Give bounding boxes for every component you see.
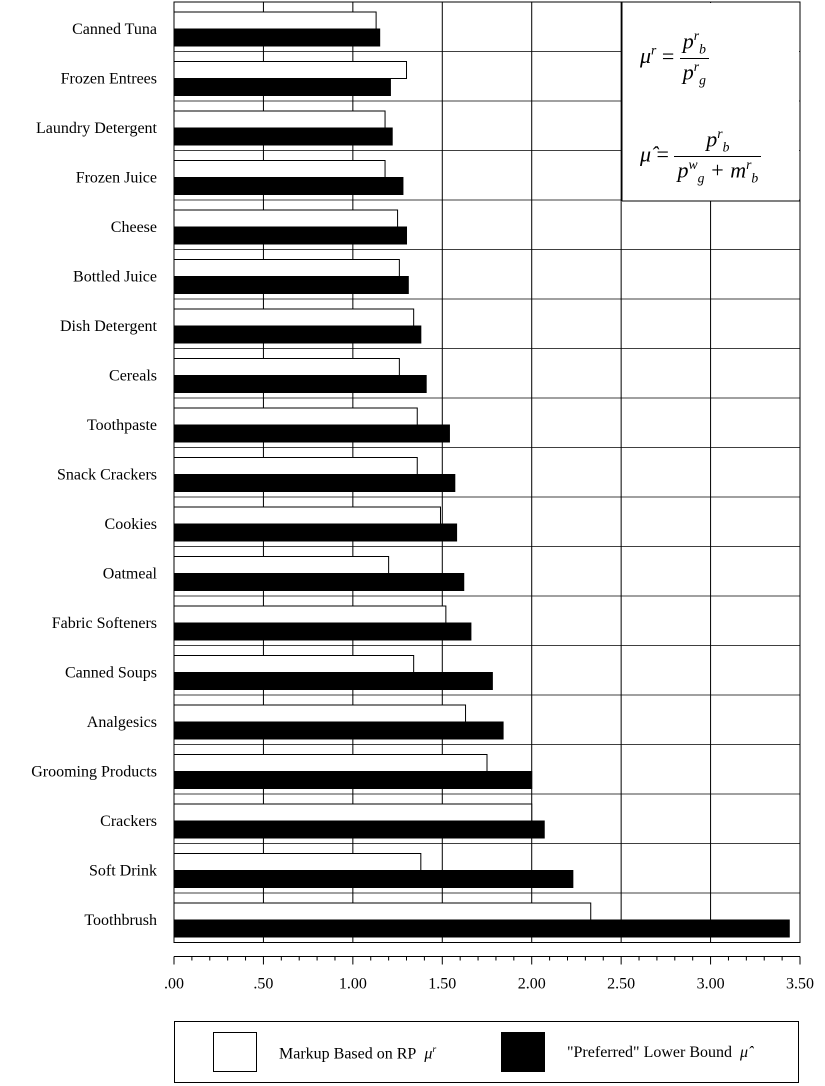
bar-markup: [173, 61, 408, 79]
formula-1-fraction: prb prg: [679, 28, 709, 88]
bar-preferred: [173, 78, 391, 96]
bar-markup: [173, 655, 415, 673]
x-tick-label: 1.00: [339, 976, 367, 993]
legend-label-preferred: "Preferred" Lower Bound μ̂: [567, 1044, 749, 1061]
bar-markup: [173, 358, 400, 376]
bar-markup: [173, 110, 386, 129]
category-label: Fabric Softeners: [52, 615, 157, 632]
category-label: Frozen Juice: [76, 170, 157, 187]
x-tick-label: .50: [253, 976, 273, 993]
bar-markup: [173, 605, 447, 624]
legend-label-markup: Markup Based on RP μr: [279, 1044, 437, 1063]
bar-preferred: [173, 276, 409, 294]
bar-preferred: [173, 919, 790, 938]
bar-preferred: [173, 226, 408, 245]
bar-markup: [173, 803, 533, 822]
bar-markup: [173, 259, 400, 277]
bar-markup: [173, 457, 418, 475]
category-label: Grooming Products: [31, 764, 157, 781]
bar-markup: [173, 209, 399, 228]
bar-markup: [173, 407, 418, 426]
x-tick-label: 3.50: [786, 976, 814, 993]
bar-markup: [173, 506, 441, 525]
bar-preferred: [173, 672, 493, 690]
bar-markup: [173, 308, 415, 327]
bar-markup: [173, 11, 377, 30]
category-label: Cheese: [111, 219, 157, 236]
legend: Markup Based on RP μr "Preferred" Lower …: [174, 1021, 799, 1083]
legend-swatch-preferred: [501, 1032, 545, 1072]
category-label: Soft Drink: [89, 863, 157, 880]
x-tick-label: 3.00: [697, 976, 725, 993]
category-label: Snack Crackers: [57, 467, 157, 484]
x-tick-label: 2.00: [518, 976, 546, 993]
category-label: Crackers: [100, 813, 157, 830]
category-label: Oatmeal: [103, 566, 158, 583]
category-label: Toothpaste: [87, 417, 157, 434]
bar-markup: [173, 160, 386, 178]
bar-preferred: [173, 820, 545, 839]
bar-preferred: [173, 721, 504, 740]
bar-preferred: [173, 375, 427, 393]
formula-panel: [622, 3, 799, 201]
category-label: Dish Detergent: [60, 318, 158, 335]
formula-1-lhs: μr: [640, 42, 657, 69]
bar-preferred: [173, 127, 393, 146]
category-label: Toothbrush: [84, 912, 157, 929]
bar-preferred: [173, 870, 574, 888]
bar-markup: [173, 853, 422, 871]
category-label: Canned Tuna: [72, 21, 157, 38]
category-label: Frozen Entrees: [61, 71, 157, 88]
category-label: Cookies: [105, 516, 157, 533]
category-label: Laundry Detergent: [36, 120, 158, 137]
bar-preferred: [173, 523, 458, 542]
bar-preferred: [173, 177, 404, 195]
category-label: Canned Soups: [65, 665, 157, 682]
bar-markup: [173, 556, 390, 574]
bar-markup: [173, 754, 488, 772]
bar-preferred: [173, 424, 450, 443]
legend-swatch-markup: [213, 1032, 257, 1072]
formula-2-lhs: μ̂: [640, 141, 652, 167]
x-tick-label: 1.50: [428, 976, 456, 993]
bar-preferred: [173, 325, 422, 344]
bar-markup: [173, 704, 467, 723]
bar-markup: [173, 902, 592, 921]
bar-preferred: [173, 573, 465, 591]
formula-mu-hat: μ̂ = prb pwg + mrb: [640, 126, 762, 186]
x-tick-label: 2.50: [607, 976, 635, 993]
bar-preferred: [173, 28, 381, 47]
x-tick-label: .00: [164, 976, 184, 993]
category-label: Bottled Juice: [73, 269, 157, 286]
bar-preferred: [173, 474, 456, 492]
category-label: Cereals: [109, 368, 157, 385]
category-label: Analgesics: [87, 714, 157, 731]
bar-preferred: [173, 771, 533, 789]
bar-preferred: [173, 622, 472, 641]
formula-2-fraction: prb pwg + mrb: [674, 126, 762, 186]
formula-mu-r: μr = prb prg: [640, 28, 709, 88]
